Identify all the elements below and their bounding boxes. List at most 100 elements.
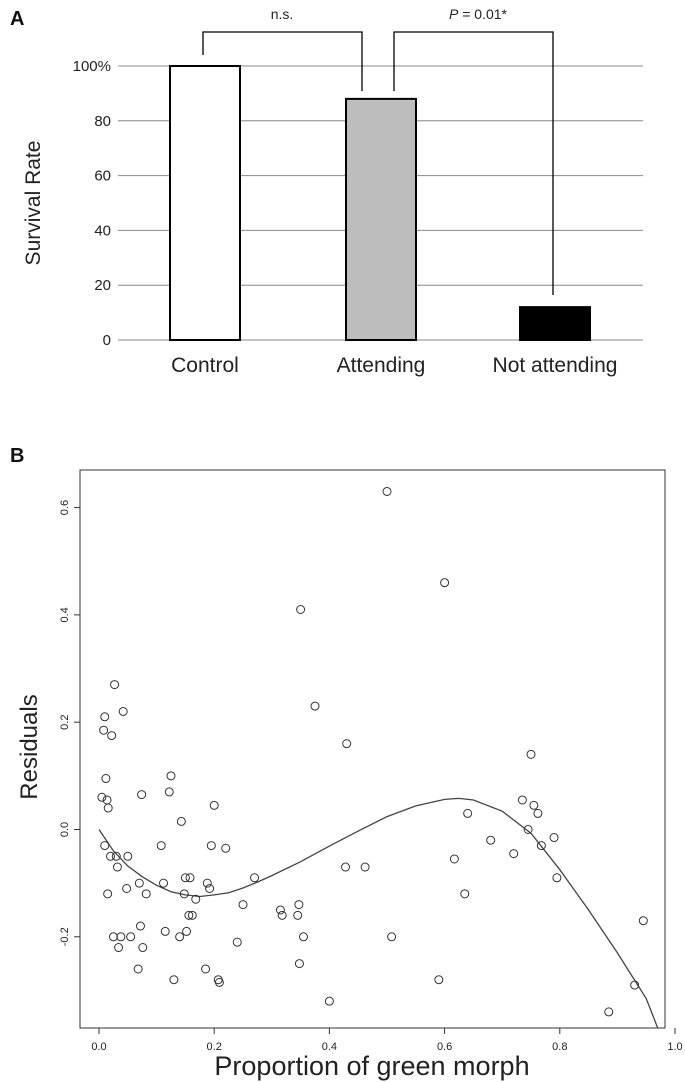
data-point	[116, 932, 126, 942]
data-point	[206, 841, 216, 851]
bar	[345, 97, 417, 341]
y-tick-label: 0.6	[59, 500, 71, 515]
data-point	[133, 964, 143, 974]
scatter-chart: 0.0 0.2 0.4 0.6 0.8 1.0 -0.2 0.0 0.2 0.4 0.6 Resi…	[16, 469, 683, 1081]
bracket-line	[202, 31, 363, 91]
data-point	[110, 680, 120, 690]
bar-chart: 0 20 40 60 80 100% Control Attending Not attend…	[22, 6, 643, 377]
data-point	[100, 712, 110, 722]
data-point	[179, 889, 189, 899]
data-points	[97, 486, 648, 1017]
plot-frame	[79, 469, 666, 1029]
data-point	[552, 873, 562, 883]
data-point	[630, 980, 640, 990]
data-point	[342, 739, 352, 749]
data-point	[360, 862, 370, 872]
data-point	[166, 771, 176, 781]
data-point	[434, 975, 444, 985]
data-point	[275, 905, 285, 915]
data-point	[187, 910, 197, 920]
data-point	[160, 926, 170, 936]
x-axis-label: Proportion of green morph	[214, 1051, 529, 1081]
data-point	[156, 841, 166, 851]
data-point	[114, 943, 124, 953]
data-point	[298, 932, 308, 942]
data-point	[108, 932, 118, 942]
data-point	[97, 792, 107, 802]
data-point	[209, 800, 219, 810]
bracket-line	[393, 31, 554, 295]
data-point	[232, 937, 242, 947]
data-point	[164, 787, 174, 797]
data-point	[486, 835, 496, 845]
data-point	[122, 884, 132, 893]
data-point	[205, 884, 215, 893]
data-point	[101, 774, 111, 784]
data-point	[440, 578, 450, 588]
data-point	[191, 894, 201, 904]
data-point	[169, 975, 179, 985]
x-tick-labels: Control Attending Not attending	[171, 354, 617, 377]
data-point	[250, 873, 260, 883]
y-tick-label: 0.4	[59, 607, 71, 622]
data-point	[123, 851, 133, 861]
x-tick-label: 1.0	[667, 1041, 682, 1053]
data-point	[138, 943, 148, 953]
data-point	[529, 800, 539, 810]
data-point	[294, 900, 304, 910]
data-point	[387, 932, 397, 942]
x-tick-label: Not attending	[493, 354, 618, 377]
panel-b-letter: B	[10, 445, 25, 467]
data-point	[509, 849, 519, 859]
data-point	[549, 833, 559, 843]
x-tick-label: 0.4	[322, 1041, 337, 1053]
data-point	[277, 910, 287, 920]
data-point	[99, 725, 109, 735]
x-tick-label: 0.6	[437, 1041, 452, 1053]
data-point	[463, 808, 473, 818]
data-point	[294, 959, 304, 969]
y-ticks: -0.2 0.0 0.2 0.4 0.6	[59, 500, 80, 946]
data-point	[296, 605, 306, 614]
data-point	[100, 841, 110, 851]
y-tick-label: 0	[103, 332, 111, 349]
data-point	[111, 851, 121, 861]
data-point	[221, 843, 231, 853]
data-point	[106, 851, 116, 861]
y-tick-label: 20	[94, 277, 111, 294]
data-point	[103, 889, 113, 899]
data-point	[517, 795, 527, 805]
data-point	[310, 701, 320, 711]
data-point	[182, 926, 192, 936]
y-tick-labels: 0 20 40 60 80 100%	[73, 58, 111, 349]
data-point	[382, 486, 392, 496]
bars	[169, 65, 591, 341]
y-tick-label: 40	[94, 222, 111, 239]
data-point	[112, 862, 122, 872]
y-tick-label: 0.2	[59, 715, 71, 730]
y-axis-label: Survival Rate	[22, 141, 45, 266]
data-point	[638, 916, 648, 926]
data-point	[214, 977, 224, 987]
data-point	[137, 790, 147, 800]
annotation-label: n.s.	[271, 6, 294, 22]
data-point	[341, 862, 351, 872]
significance-brackets: n.s. P = 0.01*	[202, 6, 554, 295]
x-ticks: 0.0 0.2 0.4 0.6 0.8 1.0	[91, 1028, 683, 1053]
data-point	[324, 996, 334, 1006]
data-point	[536, 841, 546, 851]
fit-curve	[98, 797, 659, 1029]
data-point	[185, 873, 195, 883]
data-point	[175, 932, 185, 942]
data-point	[180, 873, 190, 883]
data-point	[126, 932, 136, 942]
data-point	[604, 1007, 614, 1017]
data-point	[135, 921, 145, 931]
data-point	[293, 910, 303, 920]
data-point	[141, 889, 151, 899]
data-point	[526, 749, 536, 759]
y-tick-label: 80	[94, 113, 111, 130]
data-point	[533, 808, 543, 818]
x-tick-label: 0.8	[552, 1041, 567, 1053]
data-point	[523, 824, 533, 834]
